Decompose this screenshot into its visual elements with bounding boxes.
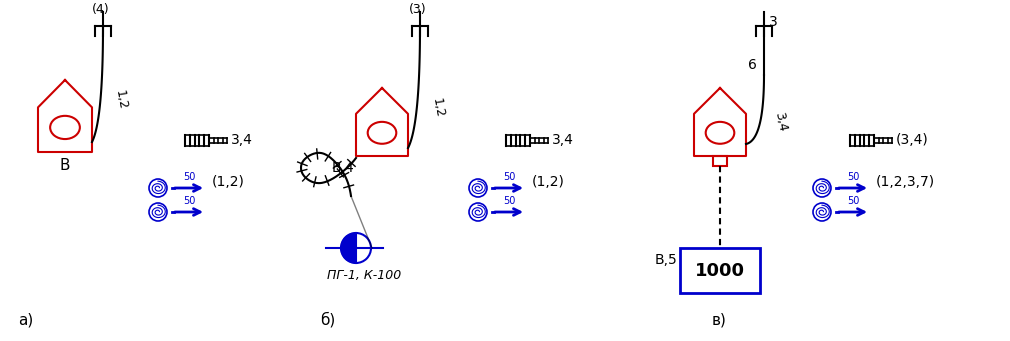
Text: 1,2: 1,2 [430, 97, 446, 119]
Text: В,4: В,4 [331, 161, 354, 175]
Text: а): а) [18, 312, 33, 327]
Text: 50: 50 [183, 196, 195, 206]
Text: (3,4): (3,4) [896, 133, 929, 147]
Text: 50: 50 [846, 172, 860, 182]
Text: б): б) [320, 312, 335, 328]
Text: В,5: В,5 [654, 253, 677, 267]
Text: 3,4: 3,4 [231, 133, 252, 147]
Text: 50: 50 [846, 196, 860, 206]
Text: 1000: 1000 [695, 262, 745, 280]
Text: (1,2,3,7): (1,2,3,7) [876, 175, 935, 189]
Text: в): в) [712, 312, 727, 327]
Wedge shape [341, 233, 356, 263]
Text: 3,4: 3,4 [552, 133, 574, 147]
Text: 3: 3 [769, 15, 778, 29]
Text: (3): (3) [409, 3, 427, 16]
Text: 1,2: 1,2 [113, 89, 129, 111]
Text: (4): (4) [92, 3, 110, 16]
Text: 50: 50 [503, 196, 515, 206]
Bar [680, 248, 760, 293]
Text: В: В [60, 158, 71, 173]
Text: 50: 50 [183, 172, 195, 182]
Bar [713, 156, 727, 166]
Text: (1,2): (1,2) [532, 175, 565, 189]
Text: ПГ-1, К-100: ПГ-1, К-100 [327, 268, 401, 282]
Text: (1,2): (1,2) [212, 175, 244, 189]
Text: 3,4: 3,4 [772, 111, 789, 133]
Text: 6: 6 [747, 58, 756, 72]
Text: 50: 50 [503, 172, 515, 182]
